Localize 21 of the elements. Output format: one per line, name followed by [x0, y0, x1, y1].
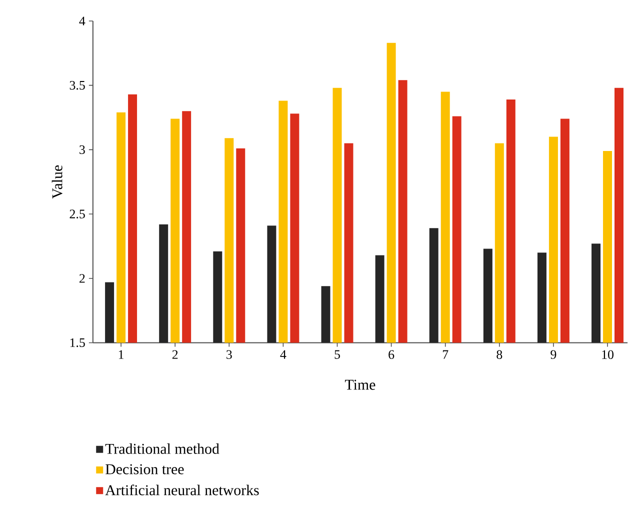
y-tick-label: 4 [79, 16, 86, 26]
x-tick-label: 9 [550, 350, 556, 360]
x-tick-label: 10 [602, 350, 614, 360]
x-tick-label: 3 [226, 350, 232, 360]
x-tick-label: 6 [388, 350, 394, 360]
legend-label: Decision tree [106, 464, 184, 474]
legend-label: Traditional method [105, 444, 220, 454]
y-tick-label: 2 [80, 274, 85, 283]
y-tick-label: 3.5 [70, 81, 85, 90]
x-tick-label: 1 [118, 350, 124, 359]
y-tick-label: 1.5 [70, 338, 85, 348]
x-tick-label: 8 [496, 350, 502, 360]
y-tick-label: 2.5 [70, 210, 85, 219]
x-tick-label: 7 [442, 350, 448, 359]
y-tick-label: 3 [80, 146, 85, 154]
legend-label: Artificial neural networks [105, 484, 259, 496]
x-tick-label: 5 [334, 350, 340, 360]
y-axis-title: Value [52, 166, 62, 199]
x-tick-label: 4 [280, 350, 286, 359]
x-tick-label: 2 [172, 350, 178, 360]
x-axis-title: Time [344, 380, 376, 390]
